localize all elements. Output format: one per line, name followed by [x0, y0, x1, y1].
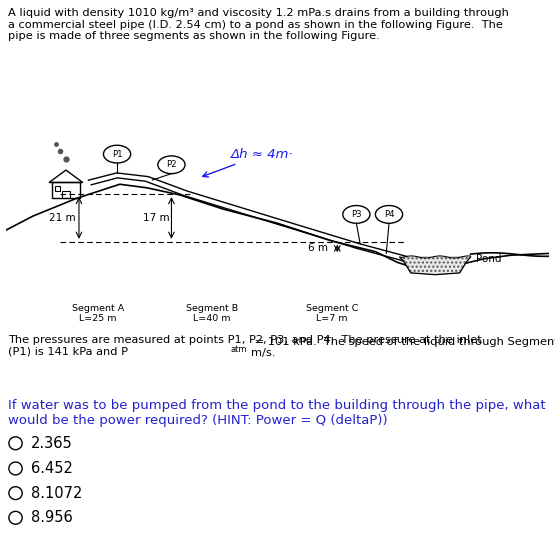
Text: = 101 kPa.  The speed of the liquid through Segment A is 0.40
m/s.: = 101 kPa. The speed of the liquid throu…: [251, 337, 555, 358]
Text: 17 m: 17 m: [143, 213, 170, 223]
Text: P2: P2: [166, 160, 176, 169]
Text: The pressures are measured at points P1, P2, P3, and P4.  The pressure at the in: The pressures are measured at points P1,…: [8, 335, 482, 356]
Text: Pond: Pond: [476, 254, 502, 264]
Text: If water was to be pumped from the pond to the building through the pipe, what
w: If water was to be pumped from the pond …: [8, 399, 546, 427]
Text: 2.365: 2.365: [31, 436, 72, 451]
Text: Segment A
L=25 m: Segment A L=25 m: [72, 304, 124, 323]
Text: 21 m: 21 m: [49, 213, 76, 223]
Circle shape: [343, 205, 370, 224]
Text: 8.1072: 8.1072: [31, 486, 82, 501]
Text: 6 m: 6 m: [308, 243, 329, 254]
Circle shape: [375, 205, 402, 224]
Circle shape: [158, 156, 185, 174]
Text: P4: P4: [384, 210, 394, 219]
Text: Segment C
L=7 m: Segment C L=7 m: [306, 304, 358, 323]
Text: P3: P3: [351, 210, 362, 219]
Text: 8.956: 8.956: [31, 510, 72, 525]
Text: A liquid with density 1010 kg/m³ and viscosity 1.2 mPa.s drains from a building : A liquid with density 1010 kg/m³ and vis…: [8, 8, 509, 41]
Text: 6.452: 6.452: [31, 461, 72, 476]
Text: P1: P1: [112, 150, 122, 159]
Circle shape: [103, 145, 130, 163]
Text: atm: atm: [230, 345, 247, 354]
Text: Δh ≈ 4m·: Δh ≈ 4m·: [203, 147, 294, 177]
Polygon shape: [400, 257, 471, 274]
Text: Segment B
L=40 m: Segment B L=40 m: [186, 304, 238, 323]
